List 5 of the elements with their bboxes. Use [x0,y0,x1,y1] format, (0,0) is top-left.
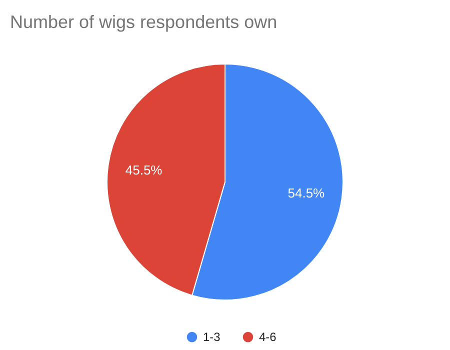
chart-title: Number of wigs respondents own [10,12,278,32]
legend-label: 1-3 [203,330,221,344]
data-label: 54.5% [288,186,326,201]
data-label: 45.5% [125,162,163,178]
legend-label: 4-6 [259,330,277,344]
